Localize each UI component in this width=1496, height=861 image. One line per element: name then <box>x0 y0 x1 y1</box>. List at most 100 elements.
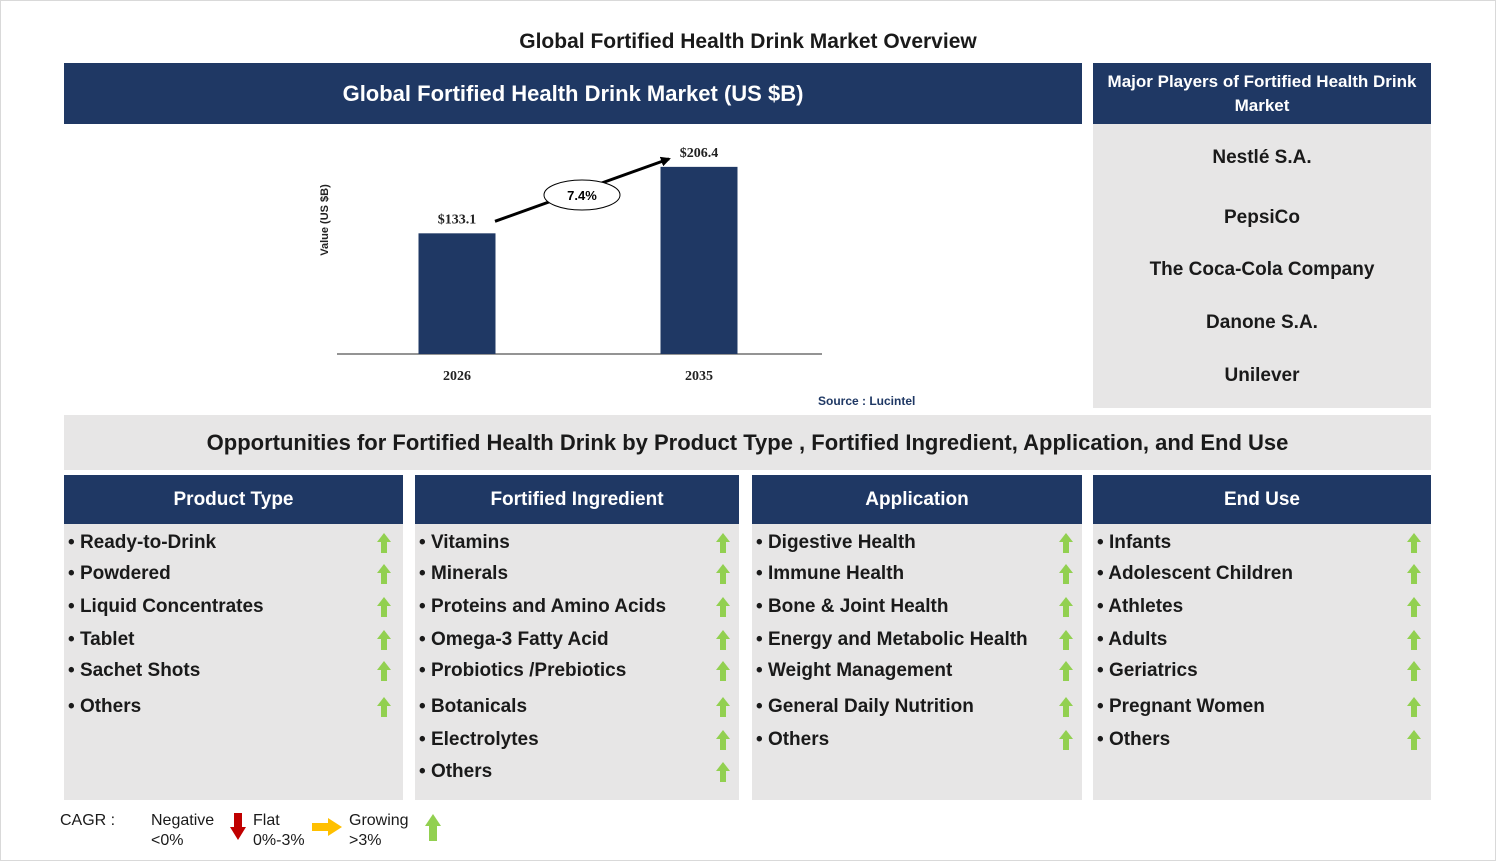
chart-header: Global Fortified Health Drink Market (US… <box>64 63 1082 124</box>
bullet: • <box>419 660 431 681</box>
players-header: Major Players of Fortified Health Drink … <box>1093 63 1431 124</box>
bullet: • <box>419 563 431 584</box>
value-label-2035: $206.4 <box>680 146 719 161</box>
segment-item-label: Adults <box>1108 629 1168 650</box>
segment-item: • Vitamins <box>419 532 510 554</box>
bullet: • <box>756 729 768 750</box>
growth-up-arrow-icon <box>716 533 730 553</box>
bullet: • <box>1097 563 1109 584</box>
market-bar-chart: Value (US $B) $133.1 $206.4 2026 2035 7.… <box>319 146 822 384</box>
segment-item: • Weight Management <box>756 660 952 682</box>
growth-up-arrow-icon <box>1059 630 1073 650</box>
segment-item-label: Botanicals <box>430 696 528 717</box>
growth-up-arrow-icon <box>1059 730 1073 750</box>
legend-growing-name: Growing <box>349 812 409 829</box>
bullet: • <box>1097 596 1109 617</box>
bullet: • <box>419 729 431 750</box>
growth-up-arrow-icon <box>377 597 391 617</box>
segment-list-application: • Digestive Health • Immune Health • Bone … <box>752 524 1082 800</box>
segment-item-label: Digestive Health <box>767 532 916 553</box>
growth-up-arrow-icon <box>1407 630 1421 650</box>
x-tick-2035: 2035 <box>685 369 713 384</box>
players-panel: Nestlé S.A. PepsiCo The Coca-Cola Compan… <box>1093 124 1431 408</box>
segment-item-label: Immune Health <box>767 563 905 584</box>
growth-up-arrow-icon <box>1407 564 1421 584</box>
segment-item-label: Energy and Metabolic Health <box>767 629 1028 650</box>
bar-2026 <box>418 233 496 354</box>
segment-item-label: Geriatrics <box>1108 660 1198 681</box>
bullet: • <box>1097 629 1109 650</box>
growth-up-arrow-icon <box>716 597 730 617</box>
growth-up-arrow-icon <box>716 661 730 681</box>
bullet: • <box>756 696 768 717</box>
bullet: • <box>1097 729 1109 750</box>
segment-item: • Others <box>68 696 141 718</box>
player-item: PepsiCo <box>1223 207 1301 228</box>
segment-item: • Ready-to-Drink <box>68 532 216 554</box>
opportunities-banner: Opportunities for Fortified Health Drink… <box>64 415 1431 470</box>
bullet: • <box>68 596 80 617</box>
segment-item: • Botanicals <box>419 696 527 718</box>
bullet: • <box>756 596 768 617</box>
player-item: The Coca-Cola Company <box>1149 259 1375 280</box>
growth-up-arrow-icon <box>1059 597 1073 617</box>
value-label-2026: $133.1 <box>438 212 477 227</box>
growth-up-arrow-icon <box>716 762 730 782</box>
bullet: • <box>419 532 431 553</box>
bullet: • <box>68 660 80 681</box>
bullet: • <box>419 696 431 717</box>
segment-item: • Liquid Concentrates <box>68 596 264 618</box>
bullet: • <box>756 563 768 584</box>
bullet: • <box>68 532 80 553</box>
segment-item: • Bone & Joint Health <box>756 596 948 618</box>
segment-item: • Proteins and Amino Acids <box>419 596 666 618</box>
bullet: • <box>756 660 768 681</box>
segment-item: • Others <box>1097 729 1170 751</box>
segment-header-application: Application <box>752 475 1082 524</box>
segment-item: • Minerals <box>419 563 508 585</box>
segment-item-label: Others <box>767 729 830 750</box>
legend-negative: Negative <0% <box>151 811 214 851</box>
segment-item-label: Omega-3 Fatty Acid <box>430 629 609 650</box>
segment-item-label: Minerals <box>430 563 509 584</box>
segment-item-label: Bone & Joint Health <box>767 596 949 617</box>
legend-flat-range: 0%-3% <box>253 832 305 849</box>
legend-flat: Flat 0%-3% <box>253 811 305 851</box>
segment-item-label: Liquid Concentrates <box>79 596 264 617</box>
down-arrow-icon <box>230 813 246 840</box>
segment-item-label: Others <box>430 761 493 782</box>
bullet: • <box>1097 532 1109 553</box>
bullet: • <box>68 563 80 584</box>
bullet: • <box>1097 696 1109 717</box>
segment-item: • Immune Health <box>756 563 904 585</box>
segment-item-label: Adolescent Children <box>1108 563 1293 584</box>
growth-up-arrow-icon <box>716 730 730 750</box>
segment-list-fortified-ingredient: • Vitamins • Minerals • Proteins and Amino… <box>415 524 739 800</box>
segment-item: • Omega-3 Fatty Acid <box>419 629 609 651</box>
cagr-label: 7.4% <box>567 188 597 203</box>
growth-up-arrow-icon <box>377 697 391 717</box>
segment-list-product-type: • Ready-to-Drink • Powdered • Liquid Conce… <box>64 524 403 800</box>
bullet: • <box>1097 660 1109 681</box>
right-arrow-icon <box>312 818 342 836</box>
segment-item: • Electrolytes <box>419 729 539 751</box>
segment-item: • Athletes <box>1097 596 1183 618</box>
page-title: Global Fortified Health Drink Market Ove… <box>519 30 977 53</box>
growth-up-arrow-icon <box>716 564 730 584</box>
bullet: • <box>419 596 431 617</box>
growth-up-arrow-icon <box>1059 533 1073 553</box>
segment-item: • Energy and Metabolic Health <box>756 629 1028 651</box>
bar-2035 <box>660 166 738 354</box>
up-arrow-icon <box>425 814 441 841</box>
segment-item: • Infants <box>1097 532 1171 554</box>
cagr-bubble <box>543 179 621 211</box>
segment-header-end-use: End Use <box>1093 475 1431 524</box>
legend-negative-range: <0% <box>151 832 184 849</box>
growth-up-arrow-icon <box>1059 564 1073 584</box>
growth-up-arrow-icon <box>377 630 391 650</box>
y-axis-label: Value (US $B) <box>319 184 331 256</box>
segment-item-label: Electrolytes <box>430 729 539 750</box>
segment-item-label: Sachet Shots <box>79 660 201 681</box>
legend-flat-name: Flat <box>253 812 280 829</box>
growth-up-arrow-icon <box>1059 661 1073 681</box>
